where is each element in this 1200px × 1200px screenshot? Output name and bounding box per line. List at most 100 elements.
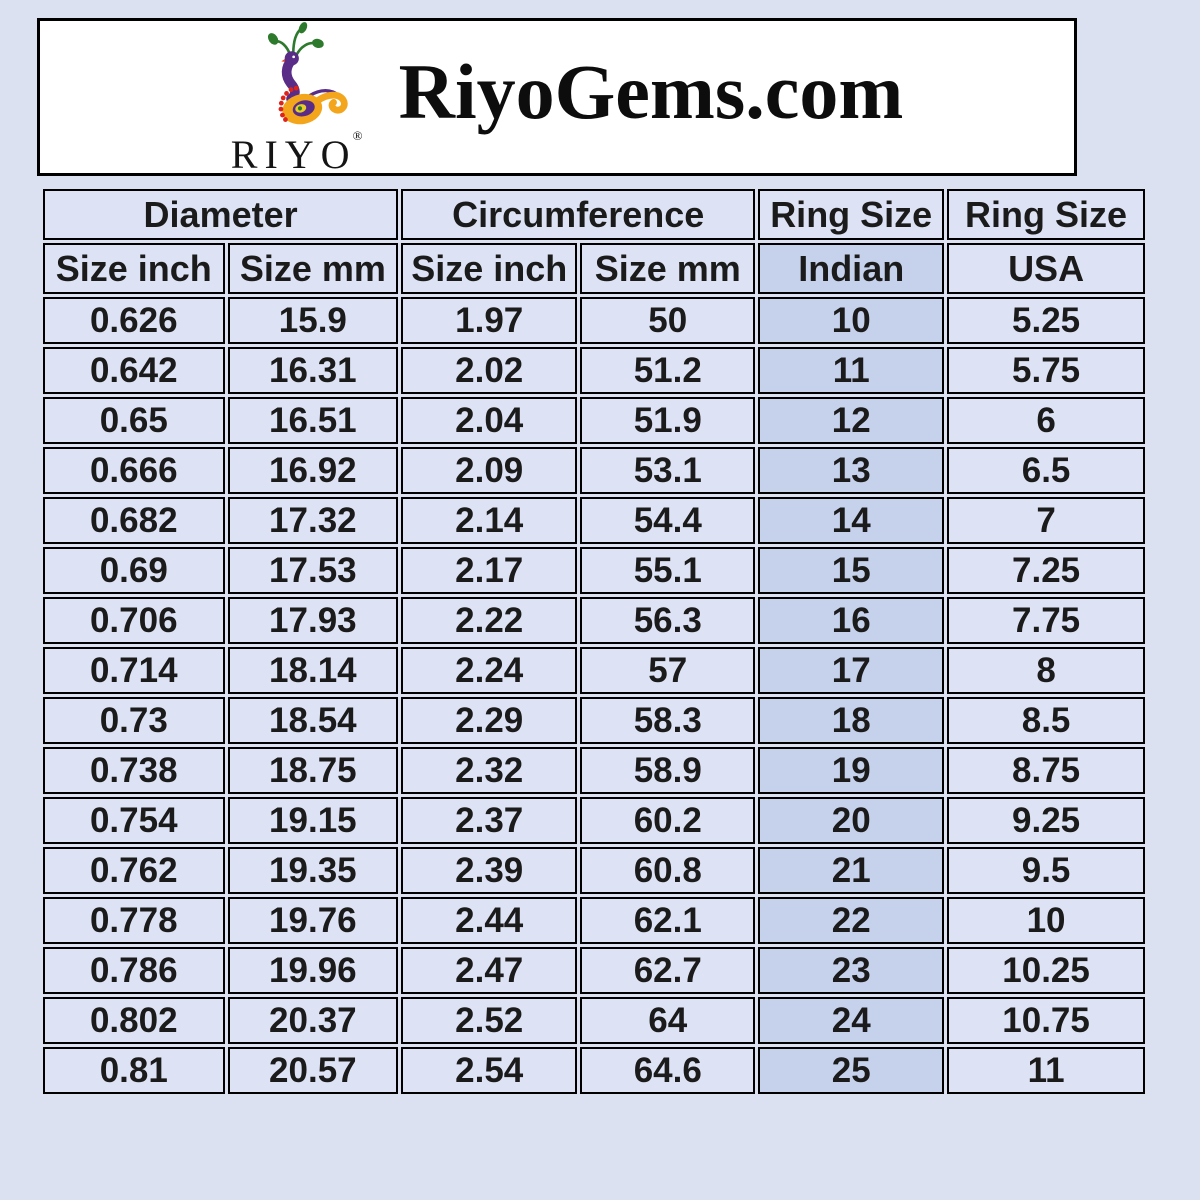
table-cell: 8 <box>947 647 1145 694</box>
table-cell: 64.6 <box>580 1047 756 1094</box>
table-cell: 13 <box>758 447 945 494</box>
table-cell: 2.37 <box>401 797 578 844</box>
table-cell: 20 <box>758 797 945 844</box>
table-cell: 0.73 <box>43 697 225 744</box>
table-cell: 6.5 <box>947 447 1145 494</box>
table-row: 0.73 18.54 2.29 58.3 18 8.5 <box>43 697 1145 744</box>
table-cell: 16.31 <box>227 347 399 394</box>
table-cell: 16.92 <box>227 447 399 494</box>
column-header: Size mm <box>580 243 756 294</box>
table-cell: 0.714 <box>43 647 225 694</box>
table-cell: 16 <box>758 597 945 644</box>
table-cell: 60.2 <box>580 797 756 844</box>
column-group-header: Circumference <box>401 189 756 240</box>
table-row: 0.666 16.92 2.09 53.1 13 6.5 <box>43 447 1145 494</box>
table-cell: 11 <box>758 347 945 394</box>
table-cell: 23 <box>758 947 945 994</box>
table-cell: 20.37 <box>227 997 399 1044</box>
table-cell: 18.54 <box>227 697 399 744</box>
table-cell: 7.75 <box>947 597 1145 644</box>
table-cell: 25 <box>758 1047 945 1094</box>
table-cell: 2.47 <box>401 947 578 994</box>
table-row: 0.69 17.53 2.17 55.1 15 7.25 <box>43 547 1145 594</box>
table-cell: 2.54 <box>401 1047 578 1094</box>
table-cell: 0.762 <box>43 847 225 894</box>
column-header: USA <box>947 243 1145 294</box>
table-cell: 2.22 <box>401 597 578 644</box>
table-cell: 10.75 <box>947 997 1145 1044</box>
column-header: Size inch <box>401 243 578 294</box>
table-cell: 7.25 <box>947 547 1145 594</box>
table-cell: 1.97 <box>401 297 578 344</box>
size-table-body: 0.626 15.9 1.97 50 10 5.25 0.642 16.31 2.02 51.2 1… <box>43 297 1145 1094</box>
group-header-row: Diameter Circumference Ring Size Ring Size <box>43 189 1145 240</box>
table-cell: 51.2 <box>580 347 756 394</box>
column-group-header: Ring Size <box>758 189 945 240</box>
table-cell: 2.14 <box>401 497 578 544</box>
table-cell: 24 <box>758 997 945 1044</box>
peacock-logo-icon <box>267 22 348 125</box>
table-cell: 62.7 <box>580 947 756 994</box>
table-row: 0.786 19.96 2.47 62.7 23 10.25 <box>43 947 1145 994</box>
table-cell: 60.8 <box>580 847 756 894</box>
table-row: 0.706 17.93 2.22 56.3 16 7.75 <box>43 597 1145 644</box>
table-cell: 58.3 <box>580 697 756 744</box>
table-header: Diameter Circumference Ring Size Ring Size … <box>43 189 1145 294</box>
table-cell: 2.24 <box>401 647 578 694</box>
table-cell: 10.25 <box>947 947 1145 994</box>
table-cell: 2.29 <box>401 697 578 744</box>
table-row: 0.738 18.75 2.32 58.9 19 8.75 <box>43 747 1145 794</box>
table-row: 0.754 19.15 2.37 60.2 20 9.25 <box>43 797 1145 844</box>
column-header: Size mm <box>227 243 399 294</box>
table-cell: 17.93 <box>227 597 399 644</box>
column-group-header: Diameter <box>43 189 399 240</box>
table-cell: 2.02 <box>401 347 578 394</box>
table-row: 0.714 18.14 2.24 57 17 8 <box>43 647 1145 694</box>
sub-header-row: Size inch Size mm Size inch Size mm Indian US… <box>43 243 1145 294</box>
table-cell: 19 <box>758 747 945 794</box>
table-cell: 0.642 <box>43 347 225 394</box>
table-cell: 12 <box>758 397 945 444</box>
table-cell: 17.53 <box>227 547 399 594</box>
table-cell: 18.14 <box>227 647 399 694</box>
table-row: 0.682 17.32 2.14 54.4 14 7 <box>43 497 1145 544</box>
table-cell: 16.51 <box>227 397 399 444</box>
column-group-header: Ring Size <box>947 189 1145 240</box>
table-cell: 2.52 <box>401 997 578 1044</box>
table-cell: 58.9 <box>580 747 756 794</box>
table-cell: 2.09 <box>401 447 578 494</box>
table-cell: 15.9 <box>227 297 399 344</box>
table-cell: 0.706 <box>43 597 225 644</box>
table-cell: 2.32 <box>401 747 578 794</box>
table-cell: 5.25 <box>947 297 1145 344</box>
table-cell: 0.69 <box>43 547 225 594</box>
table-cell: 50 <box>580 297 756 344</box>
table-cell: 14 <box>758 497 945 544</box>
table-cell: 55.1 <box>580 547 756 594</box>
table-row: 0.778 19.76 2.44 62.1 22 10 <box>43 897 1145 944</box>
site-title: RiyoGems.com <box>398 48 904 135</box>
table-cell: 18.75 <box>227 747 399 794</box>
table-cell: 9.5 <box>947 847 1145 894</box>
table-cell: 51.9 <box>580 397 756 444</box>
table-cell: 6 <box>947 397 1145 444</box>
table-cell: 56.3 <box>580 597 756 644</box>
table-cell: 10 <box>947 897 1145 944</box>
table-cell: 11 <box>947 1047 1145 1094</box>
brand-header: RIYO® RiyoGems.com <box>37 18 1077 176</box>
table-cell: 54.4 <box>580 497 756 544</box>
column-header: Size inch <box>43 243 225 294</box>
table-cell: 22 <box>758 897 945 944</box>
table-cell: 7 <box>947 497 1145 544</box>
table-cell: 15 <box>758 547 945 594</box>
table-cell: 8.5 <box>947 697 1145 744</box>
table-row: 0.802 20.37 2.52 64 24 10.75 <box>43 997 1145 1044</box>
table-cell: 62.1 <box>580 897 756 944</box>
table-cell: 19.96 <box>227 947 399 994</box>
table-cell: 19.35 <box>227 847 399 894</box>
table-row: 0.626 15.9 1.97 50 10 5.25 <box>43 297 1145 344</box>
table-cell: 19.76 <box>227 897 399 944</box>
table-row: 0.762 19.35 2.39 60.8 21 9.5 <box>43 847 1145 894</box>
table-cell: 0.786 <box>43 947 225 994</box>
table-cell: 2.17 <box>401 547 578 594</box>
